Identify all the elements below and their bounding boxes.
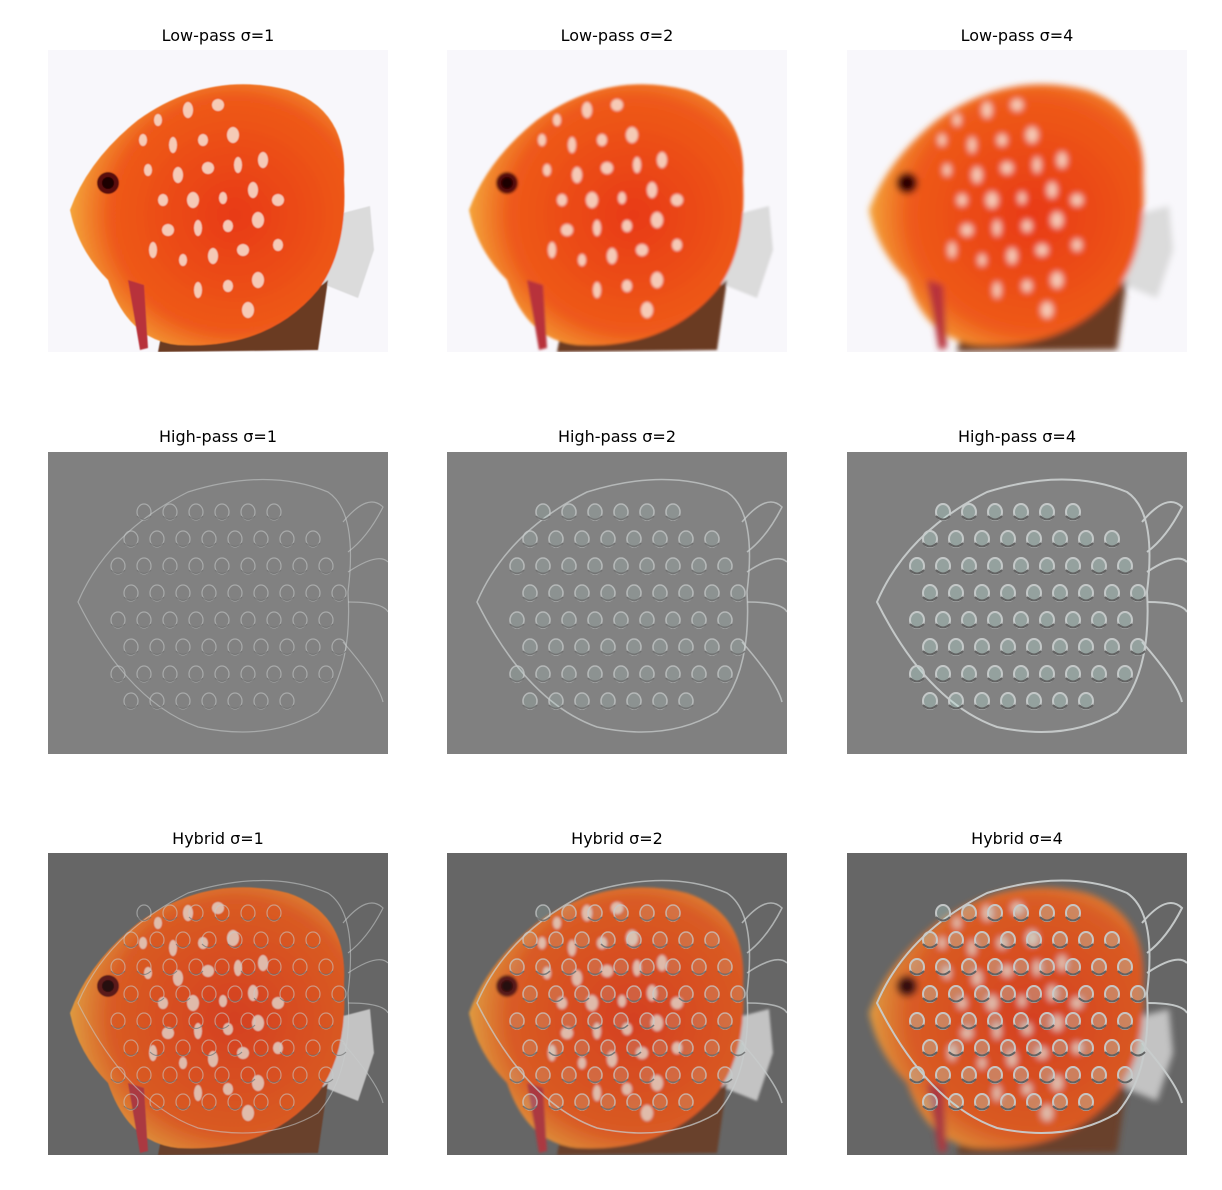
- panel-svg: [847, 50, 1187, 352]
- panel-title: Low-pass σ=1: [161, 26, 275, 45]
- strawberry-edges: [476, 879, 787, 1134]
- fish-shape: [70, 84, 374, 352]
- strawberry-edges: [77, 879, 388, 1134]
- hybrid-image: [48, 853, 388, 1155]
- panel-svg: [48, 50, 388, 352]
- panel-title: High-pass σ=4: [958, 427, 1076, 446]
- panel-title: Low-pass σ=2: [560, 26, 674, 45]
- fish-shape: [469, 84, 773, 352]
- panel-title: Hybrid σ=4: [971, 829, 1063, 848]
- panel-svg: [447, 853, 787, 1155]
- hybrid-image: [847, 853, 1187, 1155]
- hybrid-image: [447, 853, 787, 1155]
- strawberry-edges: [875, 478, 1187, 733]
- lowpass-fish-image: [48, 50, 388, 352]
- panel-title: High-pass σ=1: [159, 427, 277, 446]
- panel-title: High-pass σ=2: [558, 427, 676, 446]
- highpass-strawberry-image: [447, 452, 787, 754]
- panel-title: Low-pass σ=4: [960, 26, 1074, 45]
- strawberry-edges: [875, 879, 1187, 1134]
- panel-svg: [48, 452, 388, 754]
- panel-svg: [447, 452, 787, 754]
- lowpass-fish-image: [847, 50, 1187, 352]
- panel-svg: [48, 853, 388, 1155]
- lowpass-fish-image: [447, 50, 787, 352]
- panel-title: Hybrid σ=1: [172, 829, 264, 848]
- fish-shape: [869, 84, 1173, 352]
- panel-title: Hybrid σ=2: [571, 829, 663, 848]
- strawberry-edges: [77, 478, 388, 733]
- highpass-strawberry-image: [48, 452, 388, 754]
- panel-svg: [847, 853, 1187, 1155]
- panel-svg: [447, 50, 787, 352]
- highpass-strawberry-image: [847, 452, 1187, 754]
- strawberry-edges: [476, 478, 787, 733]
- panel-svg: [847, 452, 1187, 754]
